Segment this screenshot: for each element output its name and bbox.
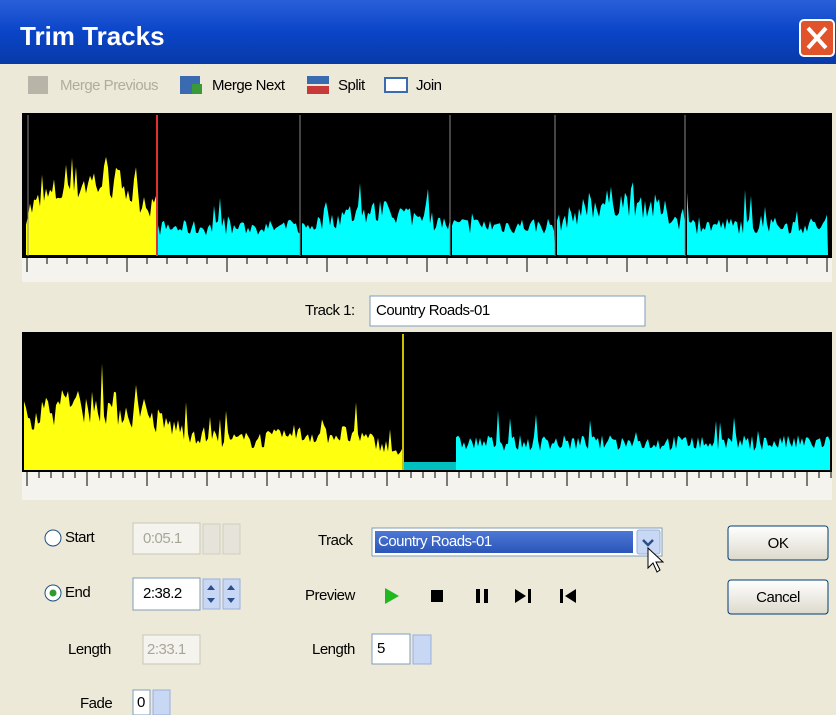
track-name-value: Country Roads-01 <box>376 302 490 319</box>
preview-length-value: 5 <box>377 640 385 657</box>
end-value: 2:38.2 <box>143 585 182 602</box>
preview-length-spin[interactable] <box>413 635 431 664</box>
page: Trim Tracks Merge Previous Merge Next Sp… <box>0 0 836 715</box>
start-spin-up[interactable] <box>203 524 220 554</box>
fade-label: Fade <box>80 695 112 712</box>
preview-length-label: Length <box>312 641 355 658</box>
start-label: Start <box>65 529 96 546</box>
track-name-label: Track 1: <box>305 302 355 319</box>
ok-label: OK <box>768 535 789 552</box>
track-select-label: Track <box>318 532 353 549</box>
fade-spin[interactable] <box>153 690 170 715</box>
start-value: 0:05.1 <box>143 530 182 547</box>
window-title: Trim Tracks <box>20 21 165 51</box>
start-radio[interactable] <box>45 530 61 546</box>
merge-previous-icon <box>28 76 48 94</box>
end-radio-dot <box>50 590 57 597</box>
split-button[interactable]: Split <box>338 77 366 94</box>
trim-tracks-dialog: Trim Tracks Merge Previous Merge Next Sp… <box>0 0 836 715</box>
stop-button[interactable] <box>431 590 443 602</box>
preview-label: Preview <box>305 587 356 604</box>
cancel-label: Cancel <box>756 589 800 606</box>
fade-value: 0 <box>137 694 145 711</box>
merge-previous-button[interactable]: Merge Previous <box>60 77 158 94</box>
split-icon-bottom <box>307 86 329 94</box>
merge-next-button[interactable]: Merge Next <box>212 77 286 94</box>
join-icon <box>385 78 407 92</box>
end-label: End <box>65 584 90 601</box>
start-spin-down[interactable] <box>223 524 240 554</box>
merge-next-icon-arrow <box>192 84 202 94</box>
silence-gap <box>403 462 456 470</box>
join-button[interactable]: Join <box>416 77 442 94</box>
track-select-value: Country Roads-01 <box>378 533 492 550</box>
length-value: 2:33.1 <box>147 641 186 658</box>
length-label: Length <box>68 641 111 658</box>
split-icon-top <box>307 76 329 84</box>
end-spin-down[interactable] <box>223 579 240 609</box>
end-spin-up[interactable] <box>203 579 220 609</box>
